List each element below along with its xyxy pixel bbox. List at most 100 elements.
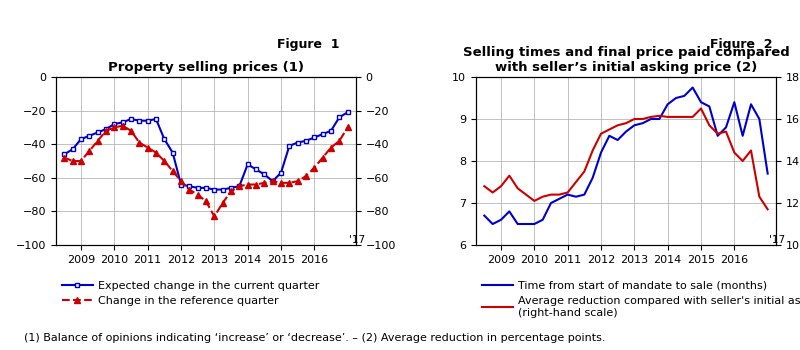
Change in the reference quarter <box>93 139 102 143</box>
Time from start of mandate to sale (months) <box>588 176 598 180</box>
Average reduction compared with seller's initial asking price
(right-hand scale) <box>496 184 506 188</box>
Time from start of mandate to sale (months) <box>654 117 664 121</box>
Change in the reference quarter <box>101 129 110 133</box>
Change in the reference quarter <box>268 179 278 183</box>
Average reduction compared with seller's initial asking price
(right-hand scale) <box>638 117 647 121</box>
Change in the reference quarter <box>168 169 178 173</box>
Legend: Time from start of mandate to sale (months), Average reduction compared with sel: Time from start of mandate to sale (mont… <box>482 281 800 318</box>
Time from start of mandate to sale (months) <box>605 134 614 138</box>
Time from start of mandate to sale (months) <box>630 123 639 127</box>
Expected change in the current quarter <box>301 139 310 143</box>
Average reduction compared with seller's initial asking price
(right-hand scale) <box>571 180 581 184</box>
Expected change in the current quarter <box>68 147 78 151</box>
Expected change in the current quarter <box>93 130 102 134</box>
Change in the reference quarter <box>159 159 169 163</box>
Expected change in the current quarter <box>293 140 302 145</box>
Change in the reference quarter <box>85 149 94 153</box>
Average reduction compared with seller's initial asking price
(right-hand scale) <box>521 193 530 197</box>
Average reduction compared with seller's initial asking price
(right-hand scale) <box>505 174 514 178</box>
Change in the reference quarter <box>210 214 219 218</box>
Average reduction compared with seller's initial asking price
(right-hand scale) <box>588 148 598 153</box>
Average reduction compared with seller's initial asking price
(right-hand scale) <box>654 114 664 118</box>
Time from start of mandate to sale (months) <box>679 94 689 98</box>
Change in the reference quarter <box>301 174 310 178</box>
Average reduction compared with seller's initial asking price
(right-hand scale) <box>746 148 756 153</box>
Expected change in the current quarter <box>193 186 202 190</box>
Expected change in the current quarter <box>101 127 110 131</box>
Average reduction compared with seller's initial asking price
(right-hand scale) <box>579 169 589 174</box>
Time from start of mandate to sale (months) <box>579 193 589 197</box>
Change in the reference quarter <box>76 159 86 163</box>
Average reduction compared with seller's initial asking price
(right-hand scale) <box>738 159 747 163</box>
Expected change in the current quarter <box>318 132 327 136</box>
Line: Expected change in the current quarter: Expected change in the current quarter <box>62 110 350 192</box>
Time from start of mandate to sale (months) <box>646 117 656 121</box>
Change in the reference quarter <box>251 182 261 187</box>
Change in the reference quarter <box>226 189 236 193</box>
Expected change in the current quarter <box>226 186 236 190</box>
Text: Figure  1: Figure 1 <box>277 38 339 51</box>
Text: '17: '17 <box>770 235 786 245</box>
Expected change in the current quarter <box>151 117 161 121</box>
Change in the reference quarter <box>310 166 319 170</box>
Line: Average reduction compared with seller's initial asking price
(right-hand scale): Average reduction compared with seller's… <box>484 108 768 209</box>
Average reduction compared with seller's initial asking price
(right-hand scale) <box>730 150 739 155</box>
Time from start of mandate to sale (months) <box>696 100 706 104</box>
Time from start of mandate to sale (months) <box>488 222 498 226</box>
Expected change in the current quarter <box>310 135 319 140</box>
Time from start of mandate to sale (months) <box>671 96 681 100</box>
Time from start of mandate to sale (months) <box>538 218 547 222</box>
Average reduction compared with seller's initial asking price
(right-hand scale) <box>696 106 706 111</box>
Average reduction compared with seller's initial asking price
(right-hand scale) <box>721 130 730 134</box>
Time from start of mandate to sale (months) <box>505 209 514 214</box>
Change in the reference quarter <box>126 129 136 133</box>
Time from start of mandate to sale (months) <box>554 197 564 201</box>
Expected change in the current quarter <box>334 115 344 119</box>
Change in the reference quarter <box>201 199 210 203</box>
Expected change in the current quarter <box>126 117 136 121</box>
Expected change in the current quarter <box>110 122 119 126</box>
Time from start of mandate to sale (months) <box>763 172 773 176</box>
Time from start of mandate to sale (months) <box>596 150 606 155</box>
Title: Property selling prices (1): Property selling prices (1) <box>108 62 304 75</box>
Average reduction compared with seller's initial asking price
(right-hand scale) <box>705 123 714 127</box>
Average reduction compared with seller's initial asking price
(right-hand scale) <box>546 193 556 197</box>
Change in the reference quarter <box>185 188 194 192</box>
Time from start of mandate to sale (months) <box>496 218 506 222</box>
Time from start of mandate to sale (months) <box>713 134 722 138</box>
Time from start of mandate to sale (months) <box>546 201 556 205</box>
Line: Time from start of mandate to sale (months): Time from start of mandate to sale (mont… <box>484 88 768 224</box>
Expected change in the current quarter <box>134 119 144 123</box>
Average reduction compared with seller's initial asking price
(right-hand scale) <box>630 117 639 121</box>
Title: Selling times and final price paid compared
with seller’s initial asking price (: Selling times and final price paid compa… <box>462 47 790 75</box>
Average reduction compared with seller's initial asking price
(right-hand scale) <box>621 121 630 125</box>
Time from start of mandate to sale (months) <box>530 222 539 226</box>
Expected change in the current quarter <box>159 137 169 141</box>
Expected change in the current quarter <box>76 137 86 141</box>
Time from start of mandate to sale (months) <box>613 138 622 142</box>
Average reduction compared with seller's initial asking price
(right-hand scale) <box>596 132 606 136</box>
Expected change in the current quarter <box>118 120 127 125</box>
Average reduction compared with seller's initial asking price
(right-hand scale) <box>538 195 547 199</box>
Change in the reference quarter <box>193 193 202 197</box>
Time from start of mandate to sale (months) <box>638 121 647 125</box>
Change in the reference quarter <box>118 124 127 128</box>
Change in the reference quarter <box>218 201 227 205</box>
Change in the reference quarter <box>318 155 327 160</box>
Average reduction compared with seller's initial asking price
(right-hand scale) <box>479 184 489 188</box>
Change in the reference quarter <box>343 125 353 130</box>
Average reduction compared with seller's initial asking price
(right-hand scale) <box>488 190 498 195</box>
Average reduction compared with seller's initial asking price
(right-hand scale) <box>663 115 673 119</box>
Expected change in the current quarter <box>343 110 353 114</box>
Time from start of mandate to sale (months) <box>688 85 698 90</box>
Expected change in the current quarter <box>234 184 244 188</box>
Average reduction compared with seller's initial asking price
(right-hand scale) <box>646 115 656 119</box>
Expected change in the current quarter <box>185 184 194 188</box>
Change in the reference quarter <box>59 155 69 160</box>
Average reduction compared with seller's initial asking price
(right-hand scale) <box>754 195 764 199</box>
Time from start of mandate to sale (months) <box>746 102 756 106</box>
Change in the reference quarter <box>276 181 286 185</box>
Change in the reference quarter <box>134 140 144 145</box>
Average reduction compared with seller's initial asking price
(right-hand scale) <box>530 199 539 203</box>
Change in the reference quarter <box>68 159 78 163</box>
